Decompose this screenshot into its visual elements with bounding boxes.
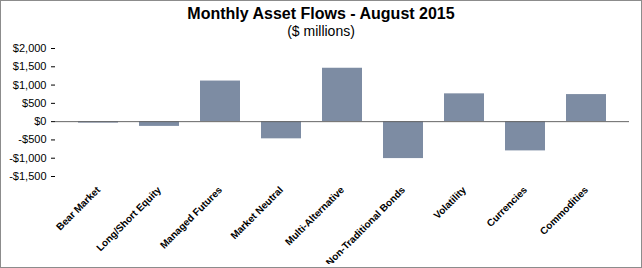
svg-text:$0: $0 <box>34 115 46 127</box>
svg-text:Currencies: Currencies <box>484 184 529 229</box>
svg-text:-$1,000: -$1,000 <box>9 152 46 164</box>
svg-text:$1,000: $1,000 <box>13 79 47 91</box>
svg-text:Commodities: Commodities <box>538 184 591 237</box>
svg-text:Volatility: Volatility <box>431 184 468 221</box>
svg-text:Market Neutral: Market Neutral <box>228 184 285 241</box>
svg-text:Non-Traditional Bonds: Non-Traditional Bonds <box>324 184 408 264</box>
svg-text:$1,500: $1,500 <box>13 60 47 72</box>
svg-text:Long/Short Equity: Long/Short Equity <box>94 184 163 253</box>
svg-text:$500: $500 <box>22 97 46 109</box>
svg-text:Bear Market: Bear Market <box>54 184 103 233</box>
svg-text:Managed Futures: Managed Futures <box>158 184 225 251</box>
svg-text:Multi-Alternative: Multi-Alternative <box>283 184 346 247</box>
svg-text:$2,000: $2,000 <box>13 42 47 54</box>
html-text:($ millions): ($ millions) <box>287 23 355 39</box>
html-text:Monthly Asset Flows - August 2: Monthly Asset Flows - August 2015 <box>187 5 455 22</box>
svg-text:-$500: -$500 <box>18 133 46 145</box>
svg-text:-$1,500: -$1,500 <box>9 170 46 182</box>
